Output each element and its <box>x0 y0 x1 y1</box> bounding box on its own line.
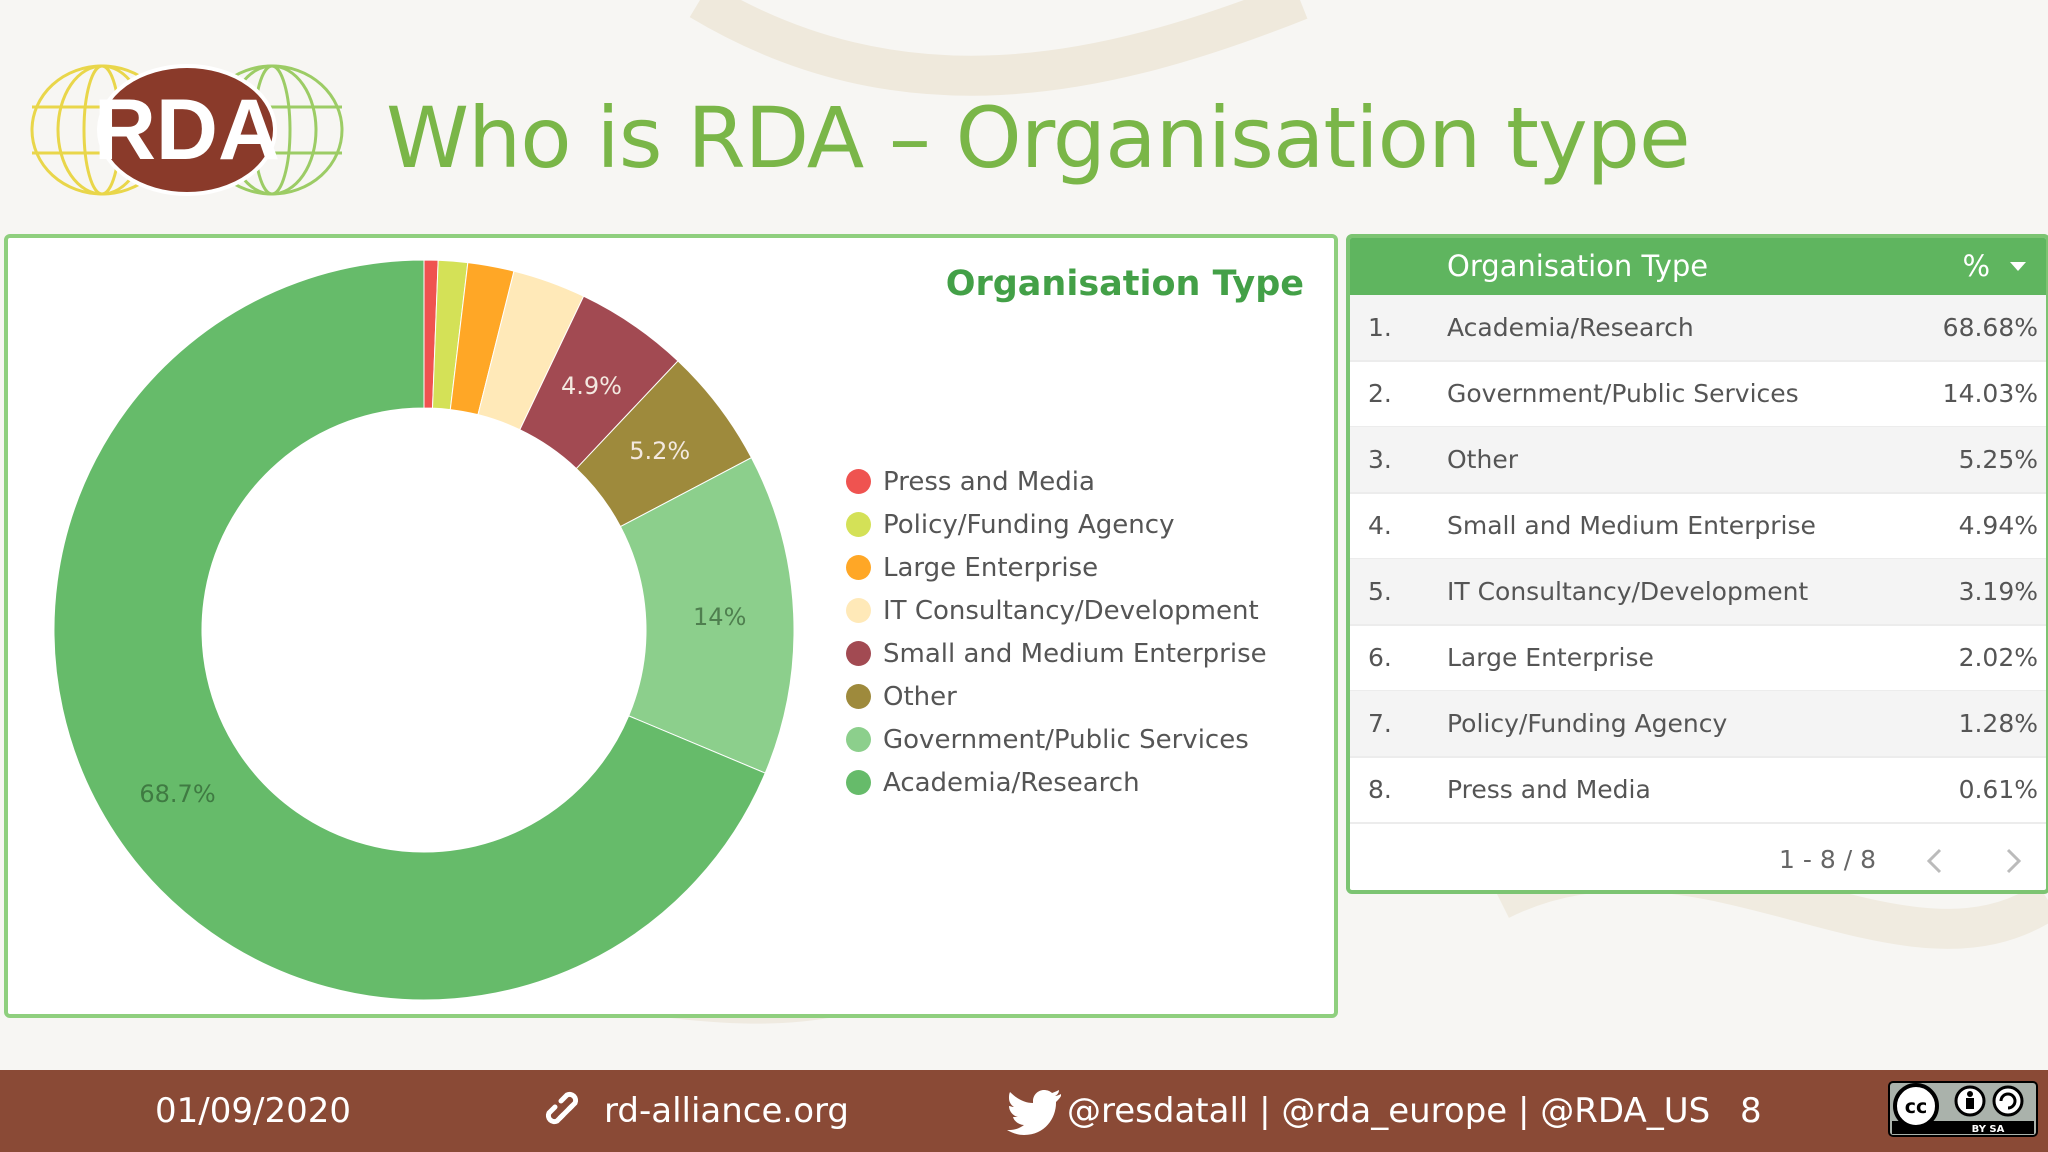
slice-label: 14% <box>693 603 746 631</box>
page-number: 8 <box>1740 1091 1762 1131</box>
legend-label: Policy/Funding Agency <box>883 509 1175 540</box>
row-index: 1. <box>1368 313 1392 342</box>
row-index: 3. <box>1368 445 1392 474</box>
next-page-icon[interactable] <box>1998 844 2028 878</box>
column-header-percent[interactable]: % <box>1962 249 1990 283</box>
legend-swatch <box>846 641 871 666</box>
chart-panel: 4.9% 5.2% 14% 68.7% Organisation Type Press… <box>4 234 1338 1018</box>
row-percent: 14.03% <box>1942 379 2038 408</box>
column-header-type[interactable]: Organisation Type <box>1447 249 1709 283</box>
data-table: Organisation Type % 1. Academia/Research 6… <box>1346 234 2048 894</box>
table-row[interactable]: 8. Press and Media 0.61% <box>1350 757 2046 824</box>
legend-swatch <box>846 684 871 709</box>
rda-logo: RDA <box>30 64 344 196</box>
legend-swatch <box>846 770 871 795</box>
legend-item[interactable]: IT Consultancy/Development <box>846 589 1267 632</box>
row-organisation-type: Policy/Funding Agency <box>1447 709 1728 738</box>
legend-label: Academia/Research <box>883 767 1140 798</box>
row-index: 5. <box>1368 577 1392 606</box>
prev-page-icon[interactable] <box>1920 844 1950 878</box>
legend-item[interactable]: Press and Media <box>846 460 1267 503</box>
row-index: 4. <box>1368 511 1392 540</box>
row-organisation-type: Small and Medium Enterprise <box>1447 511 1816 540</box>
legend-item[interactable]: Large Enterprise <box>846 546 1267 589</box>
legend-label: Press and Media <box>883 466 1095 497</box>
donut-chart: 4.9% 5.2% 14% 68.7% <box>53 259 795 1001</box>
legend-swatch <box>846 512 871 537</box>
row-percent: 2.02% <box>1958 643 2038 672</box>
footer-website-link[interactable]: rd-alliance.org <box>604 1091 849 1131</box>
legend-label: Other <box>883 681 957 712</box>
legend-item[interactable]: Academia/Research <box>846 761 1267 804</box>
row-percent: 3.19% <box>1958 577 2038 606</box>
svg-text:cc: cc <box>1905 1096 1928 1118</box>
row-index: 7. <box>1368 709 1392 738</box>
row-index: 2. <box>1368 379 1392 408</box>
legend-item[interactable]: Other <box>846 675 1267 718</box>
row-percent: 5.25% <box>1958 445 2038 474</box>
table-row[interactable]: 4. Small and Medium Enterprise 4.94% <box>1350 493 2046 560</box>
legend-item[interactable]: Policy/Funding Agency <box>846 503 1267 546</box>
row-index: 8. <box>1368 775 1392 804</box>
legend-label: Small and Medium Enterprise <box>883 638 1267 669</box>
legend-label: IT Consultancy/Development <box>883 595 1259 626</box>
table-row[interactable]: 7. Policy/Funding Agency 1.28% <box>1350 691 2046 758</box>
slice-label: 4.9% <box>561 372 622 400</box>
slice-label: 5.2% <box>629 437 690 465</box>
pagination-label: 1 - 8 / 8 <box>1779 845 1876 874</box>
link-icon <box>545 1091 579 1125</box>
legend-label: Government/Public Services <box>883 724 1249 755</box>
table-row[interactable]: 6. Large Enterprise 2.02% <box>1350 625 2046 692</box>
row-organisation-type: Government/Public Services <box>1447 379 1799 408</box>
legend-label: Large Enterprise <box>883 552 1099 583</box>
row-percent: 68.68% <box>1942 313 2038 342</box>
rda-logo-text: RDA <box>94 82 280 178</box>
footer-date: 01/09/2020 <box>155 1091 351 1131</box>
slice-label: 68.7% <box>139 780 215 808</box>
row-percent: 1.28% <box>1958 709 2038 738</box>
row-index: 6. <box>1368 643 1392 672</box>
legend-swatch <box>846 727 871 752</box>
row-organisation-type: Academia/Research <box>1447 313 1694 342</box>
twitter-bird-icon <box>1007 1090 1061 1135</box>
legend-item[interactable]: Government/Public Services <box>846 718 1267 761</box>
footer-twitter-handles[interactable]: @resdatall | @rda_europe | @RDA_US <box>1067 1091 1711 1131</box>
table-row[interactable]: 2. Government/Public Services 14.03% <box>1350 361 2046 428</box>
license-label: BY SA <box>1972 1124 2005 1135</box>
row-organisation-type: Press and Media <box>1447 775 1651 804</box>
row-organisation-type: Large Enterprise <box>1447 643 1654 672</box>
sort-desc-icon[interactable] <box>2010 262 2026 271</box>
legend-swatch <box>846 555 871 580</box>
table-row[interactable]: 3. Other 5.25% <box>1350 427 2046 494</box>
row-organisation-type: Other <box>1447 445 1518 474</box>
donut-slice[interactable] <box>53 259 766 1001</box>
table-row[interactable]: 5. IT Consultancy/Development 3.19% <box>1350 559 2046 626</box>
table-row[interactable]: 1. Academia/Research 68.68% <box>1350 295 2046 362</box>
row-percent: 0.61% <box>1958 775 2038 804</box>
slide-title: Who is RDA – Organisation type <box>386 89 1691 187</box>
row-organisation-type: IT Consultancy/Development <box>1447 577 1809 606</box>
cc-by-sa-icon: cc BY SA <box>1888 1081 2038 1137</box>
chart-legend: Press and Media Policy/Funding Agency Larg… <box>846 460 1267 804</box>
donut-slice[interactable] <box>619 457 795 774</box>
legend-item[interactable]: Small and Medium Enterprise <box>846 632 1267 675</box>
legend-swatch <box>846 598 871 623</box>
legend-swatch <box>846 469 871 494</box>
table-header: Organisation Type % <box>1350 238 2046 295</box>
row-percent: 4.94% <box>1958 511 2038 540</box>
chart-title: Organisation Type <box>945 264 1304 304</box>
footer-bar: 01/09/2020 rd-alliance.org @resdatall | … <box>0 1070 2048 1152</box>
